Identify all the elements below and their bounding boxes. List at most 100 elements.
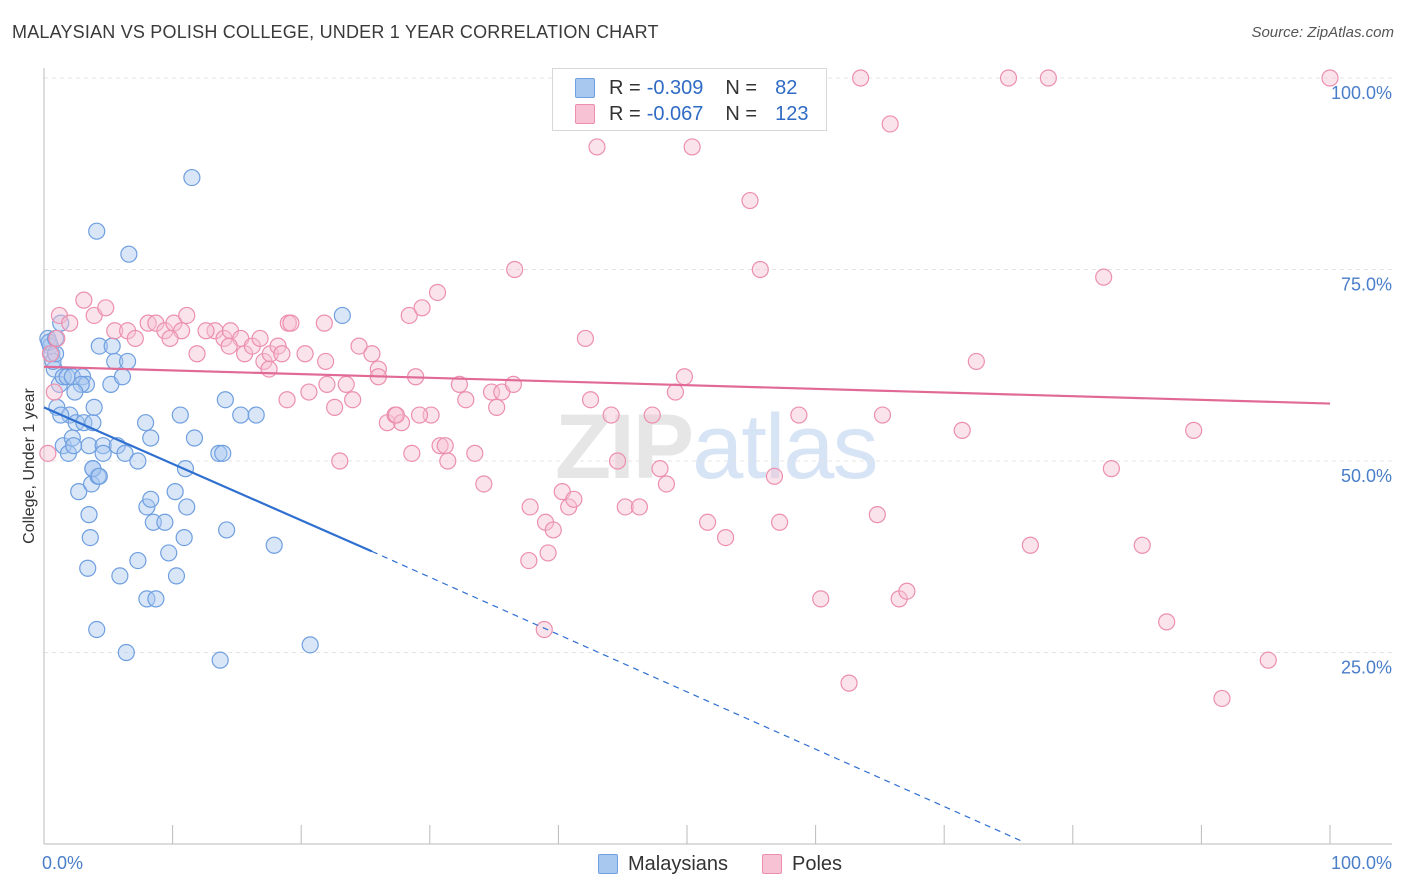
legend-swatch-poles — [575, 104, 595, 124]
malaysians-points — [39, 168, 351, 669]
point-poles — [751, 260, 769, 279]
point-poles — [1102, 460, 1120, 478]
point-malaysians — [175, 528, 193, 547]
point-poles — [544, 521, 562, 539]
point-poles — [967, 352, 985, 371]
point-poles — [436, 437, 454, 455]
point-poles — [1095, 268, 1113, 286]
point-poles — [812, 590, 830, 608]
trend-line-poles — [43, 365, 1331, 405]
point-poles — [741, 191, 759, 210]
point-poles — [318, 375, 336, 393]
point-poles — [428, 283, 447, 302]
point-malaysians — [216, 391, 234, 409]
bottom-legend-poles[interactable]: Poles — [762, 852, 842, 876]
point-poles — [576, 329, 595, 348]
point-poles — [868, 506, 886, 524]
point-poles — [400, 306, 418, 325]
point-poles — [220, 337, 238, 355]
legend-r-value: -0.309 — [646, 76, 704, 99]
point-poles — [457, 391, 475, 409]
point-poles — [898, 582, 916, 600]
point-poles — [608, 452, 627, 470]
point-poles — [350, 337, 368, 355]
point-poles — [61, 314, 79, 332]
point-poles — [1158, 613, 1176, 631]
point-poles — [188, 345, 206, 363]
point-malaysians — [94, 444, 112, 462]
point-poles — [881, 115, 899, 133]
point-poles — [97, 299, 115, 317]
point-poles — [504, 375, 522, 393]
point-malaysians — [90, 467, 108, 485]
point-poles — [315, 314, 333, 332]
point-malaysians — [156, 513, 174, 531]
point-malaysians — [211, 651, 229, 669]
point-poles — [1259, 651, 1277, 669]
point-poles — [1021, 536, 1039, 554]
point-poles — [197, 322, 215, 340]
trend-lines — [43, 365, 1331, 842]
point-poles — [260, 360, 278, 378]
point-poles — [126, 329, 144, 348]
legend-r-label: R = — [609, 102, 641, 125]
point-poles — [506, 260, 524, 279]
point-malaysians — [218, 521, 236, 539]
legend-n-value: 123 — [775, 102, 809, 125]
legend-n-label: N = — [725, 76, 758, 99]
point-poles — [45, 383, 63, 401]
point-malaysians — [129, 551, 147, 570]
point-poles — [616, 498, 634, 516]
point-poles — [251, 329, 269, 348]
point-malaysians — [183, 168, 201, 187]
axes — [43, 68, 1392, 845]
point-poles — [282, 314, 300, 332]
point-poles — [296, 345, 314, 363]
point-poles — [273, 345, 291, 363]
point-poles — [387, 406, 405, 424]
point-poles — [413, 299, 431, 317]
point-malaysians — [138, 590, 156, 608]
point-poles — [466, 444, 484, 462]
point-poles — [953, 421, 971, 439]
bottom-legend-label-poles: Poles — [792, 852, 843, 875]
point-malaysians — [136, 414, 155, 432]
point-malaysians — [247, 406, 265, 424]
point-poles — [450, 375, 468, 393]
stats-legend: R = -0.309 N = 82 R = -0.067 N = 123 — [552, 68, 827, 131]
point-poles — [643, 406, 661, 424]
point-poles — [852, 69, 870, 87]
trend-line-malaysians — [43, 406, 373, 553]
point-malaysians — [79, 559, 97, 577]
point-malaysians — [178, 498, 196, 516]
point-poles — [403, 444, 421, 462]
watermark-atlas: atlas — [692, 396, 878, 498]
point-poles — [278, 391, 296, 409]
point-malaysians — [111, 567, 129, 585]
point-poles — [48, 329, 66, 348]
point-malaysians — [103, 337, 121, 355]
point-poles — [1185, 421, 1203, 439]
point-malaysians — [85, 398, 103, 416]
x-tick-label: 0.0% — [42, 853, 83, 873]
chart-title: MALAYSIAN VS POLISH COLLEGE, UNDER 1 YEA… — [12, 22, 659, 42]
point-poles — [651, 460, 669, 478]
point-poles — [1213, 689, 1231, 708]
point-poles — [521, 498, 539, 516]
x-tick-label: 100.0% — [1331, 853, 1392, 873]
trend-line-extension-malaysians — [371, 550, 1022, 842]
point-malaysians — [210, 444, 228, 462]
point-poles — [539, 544, 557, 562]
tick-labels: 25.0% 50.0% 75.0% 100.0% 0.0% 100.0% — [42, 83, 1392, 873]
point-poles — [666, 383, 685, 401]
y-axis-title: College, Under 1 year — [21, 388, 38, 544]
point-poles — [300, 383, 318, 401]
point-malaysians — [88, 620, 106, 639]
bottom-legend-malaysians[interactable]: Malaysians — [598, 852, 728, 876]
point-poles — [475, 475, 493, 493]
point-poles — [520, 551, 538, 570]
point-malaysians — [54, 368, 72, 386]
point-malaysians — [129, 452, 147, 470]
point-poles — [683, 138, 701, 156]
